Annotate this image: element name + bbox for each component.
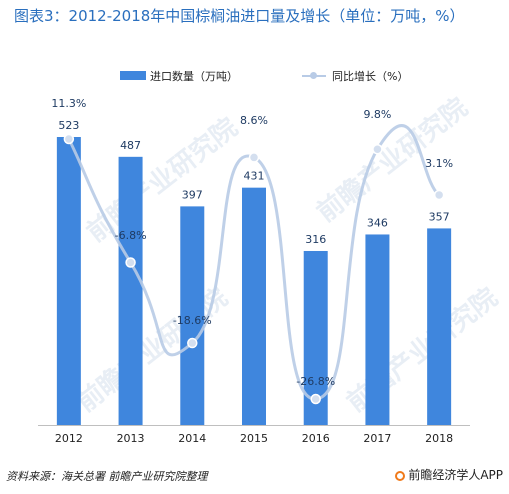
- growth-point-2012: [63, 133, 75, 145]
- bar-label-2013: 487: [120, 139, 141, 152]
- bar-label-2015: 431: [244, 170, 265, 183]
- brand-icon: [395, 471, 406, 481]
- bar-2012: [56, 137, 81, 425]
- bar-label-2012: 523: [58, 119, 79, 132]
- bar-2015: [242, 187, 266, 425]
- brand-text: 前瞻经济学人APP: [408, 468, 503, 482]
- growth-label-2013: -6.8%: [115, 229, 147, 242]
- growth-point-2014: [187, 337, 198, 349]
- legend: 进口数量（万吨） 同比增长（%）: [0, 66, 509, 86]
- chart-title: 图表3：2012-2018年中国棕榈油进口量及增长（单位：万吨，%）: [14, 7, 465, 25]
- x-tick-2015: 2015: [240, 432, 268, 445]
- x-tick-2013: 2013: [117, 432, 145, 445]
- bar-label-2018: 357: [429, 210, 450, 223]
- bar-label-2017: 346: [367, 216, 388, 229]
- growth-label-2018: 3.1%: [425, 157, 453, 170]
- bar-label-2016: 316: [305, 233, 326, 246]
- bar-2013: [118, 156, 143, 425]
- growth-label-2016: -26.8%: [296, 375, 335, 388]
- legend-bar-label: 进口数量（万吨）: [150, 70, 238, 83]
- x-tick-2014: 2014: [178, 432, 206, 445]
- growth-label-2017: 9.8%: [363, 108, 391, 121]
- source-note: 资料来源：海关总署 前瞻产业研究院整理: [6, 470, 208, 483]
- legend-line-marker: [310, 72, 317, 79]
- growth-point-2017: [372, 143, 383, 155]
- bar-2017: [365, 234, 390, 425]
- growth-label-2014: -18.6%: [173, 314, 212, 327]
- growth-point-2018: [433, 189, 445, 201]
- growth-point-2015: [248, 152, 260, 163]
- legend-bar-swatch: [120, 71, 146, 80]
- bar-2018: [427, 228, 452, 425]
- growth-label-2012: 11.3%: [51, 97, 86, 110]
- x-tick-2017: 2017: [363, 432, 391, 445]
- bar-label-2014: 397: [182, 188, 203, 201]
- legend-line-label: 同比增长（%）: [332, 70, 409, 83]
- x-tick-2016: 2016: [302, 432, 330, 445]
- bar-2014: [180, 206, 205, 425]
- x-tick-2018: 2018: [425, 432, 453, 445]
- growth-label-2015: 8.6%: [240, 114, 268, 127]
- x-tick-2012: 2012: [55, 432, 83, 445]
- brand-label: 前瞻经济学人APP: [395, 466, 503, 483]
- growth-point-2013: [125, 257, 136, 268]
- growth-point-2016: [310, 393, 321, 405]
